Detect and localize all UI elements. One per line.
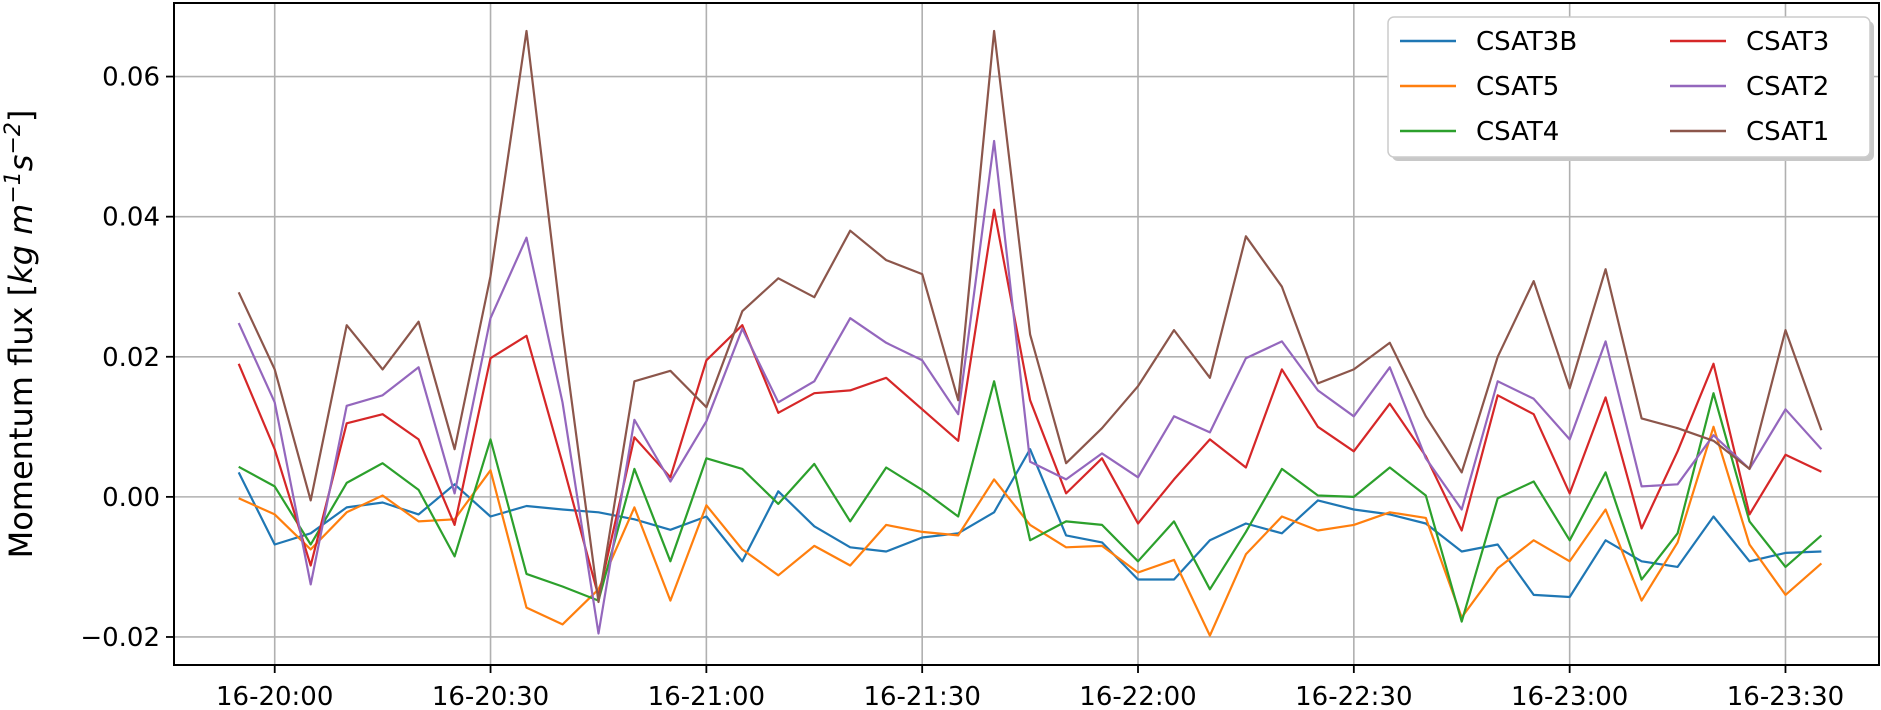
x-tick-label: 16-21:30 xyxy=(863,682,980,710)
x-tick-label: 16-23:30 xyxy=(1727,682,1844,710)
y-axis-label: Momentum flux [kg m−1s−2] xyxy=(1,110,41,559)
series-line-csat1 xyxy=(237,29,1823,604)
y-tick-label: 0.04 xyxy=(102,203,160,233)
x-tick-label: 16-22:00 xyxy=(1079,682,1196,710)
x-axis-ticks: 16-20:00 16-20:30 16-21:00 16-21:30 16-22:00… xyxy=(216,665,1844,710)
legend-box xyxy=(1387,16,1871,158)
legend-label-csat5: CSAT5 xyxy=(1476,72,1559,102)
y-axis-ticks: −0.02 0.00 0.02 0.04 0.06 xyxy=(80,63,174,653)
legend-label-csat1: CSAT1 xyxy=(1746,117,1829,147)
x-tick-label: 16-20:30 xyxy=(432,682,549,710)
x-tick-label: 16-21:00 xyxy=(648,682,765,710)
series-line-csat3 xyxy=(237,208,1822,598)
y-tick-label: 0.06 xyxy=(102,63,160,93)
legend-label-csat2: CSAT2 xyxy=(1746,72,1829,102)
x-tick-label: 16-23:00 xyxy=(1511,682,1628,710)
plot-frame xyxy=(173,2,1880,666)
x-tick-label: 16-20:00 xyxy=(216,682,333,710)
series-lines xyxy=(237,29,1823,637)
legend-label-csat3b: CSAT3B xyxy=(1476,27,1577,57)
x-tick-label: 16-22:30 xyxy=(1295,682,1412,710)
legend: CSAT3B CSAT5 CSAT4 CSAT3 CSAT2 CSAT1 xyxy=(1387,16,1874,161)
y-tick-label: −0.02 xyxy=(80,623,160,653)
legend-label-csat4: CSAT4 xyxy=(1476,117,1559,147)
series-line-csat5 xyxy=(238,425,1823,637)
legend-label-csat3: CSAT3 xyxy=(1746,27,1829,57)
series-line-csat4 xyxy=(238,380,1823,623)
y-tick-label: 0.02 xyxy=(102,343,160,373)
series-line-csat2 xyxy=(237,139,1823,635)
y-tick-label: 0.00 xyxy=(102,483,160,513)
